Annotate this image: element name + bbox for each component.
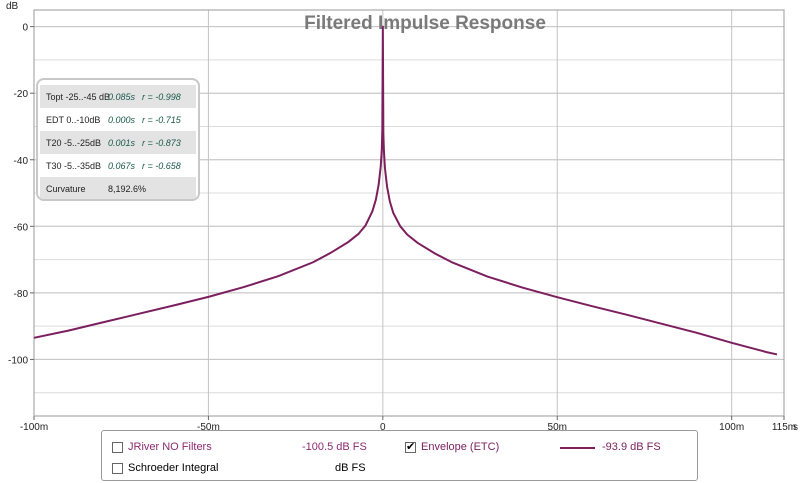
legend-value-jriver: -100.5 dB FS bbox=[302, 441, 367, 453]
series-layer bbox=[33, 25, 778, 356]
y-tick-label: -40 bbox=[14, 156, 29, 167]
legend-label: Schroeder Integral bbox=[128, 462, 219, 474]
legend-swatch-envelope bbox=[560, 447, 595, 449]
stats-r: r = -0.873 bbox=[142, 137, 181, 148]
stats-r: r = -0.998 bbox=[142, 91, 181, 102]
stats-panel: Topt -25..-45 dB 0.085s r = -0.998 EDT 0… bbox=[36, 78, 200, 201]
y-axis: 0 -20 -40 -60 -80 -100 bbox=[8, 23, 34, 366]
stats-name: EDT 0..-10dB bbox=[46, 114, 101, 125]
chart-title: Filtered Impulse Response bbox=[304, 13, 546, 34]
stats-value: 8,192.6% bbox=[108, 183, 147, 194]
y-tick-label: -100 bbox=[8, 355, 28, 366]
stats-time: 0.067s bbox=[108, 160, 136, 171]
legend: JRiver NO Filters -100.5 dB FS ✔ Envelop… bbox=[101, 430, 698, 481]
x-tick-label: 100m bbox=[719, 422, 744, 433]
stats-row-t20: T20 -5..-25dB 0.001s r = -0.873 bbox=[40, 131, 196, 154]
stats-time: 0.000s bbox=[108, 114, 136, 125]
legend-item-envelope[interactable]: ✔ Envelope (ETC) bbox=[405, 441, 499, 453]
checkbox-envelope[interactable]: ✔ bbox=[405, 440, 416, 453]
checkbox-schroeder[interactable] bbox=[112, 462, 123, 474]
series-line-envelope bbox=[33, 25, 778, 356]
check-icon: ✔ bbox=[406, 440, 416, 453]
legend-item-jriver[interactable]: JRiver NO Filters bbox=[112, 441, 212, 453]
x-tick-label: 50m bbox=[548, 422, 567, 433]
stats-time: 0.001s bbox=[108, 137, 136, 148]
x-tick-label: 115m bbox=[772, 422, 796, 433]
x-tick-label: -50m bbox=[197, 422, 220, 433]
stats-name: Curvature bbox=[46, 183, 86, 194]
stats-name: T20 -5..-25dB bbox=[46, 137, 102, 148]
stats-time: 0.085s bbox=[108, 91, 136, 102]
y-tick-label: 0 bbox=[22, 23, 28, 34]
grid bbox=[34, 10, 784, 416]
x-axis: -100m -50m 0 50m 100m 115m bbox=[20, 416, 796, 433]
y-axis-label: dB bbox=[6, 1, 19, 12]
stats-row-edt: EDT 0..-10dB 0.000s r = -0.715 bbox=[40, 108, 196, 131]
stats-r: r = -0.715 bbox=[142, 114, 181, 125]
x-tick-label: -100m bbox=[20, 422, 48, 433]
x-tick-label: 0 bbox=[380, 422, 386, 433]
legend-label: Envelope (ETC) bbox=[421, 441, 500, 453]
stats-r: r = -0.658 bbox=[142, 160, 181, 171]
checkbox-jriver[interactable] bbox=[112, 441, 123, 453]
stats-row-topt: Topt -25..-45 dB 0.085s r = -0.998 bbox=[40, 85, 196, 108]
legend-label: JRiver NO Filters bbox=[128, 441, 212, 453]
y-tick-label: -60 bbox=[14, 222, 29, 233]
legend-value-schroeder: dB FS bbox=[335, 462, 366, 474]
stats-name: T30 -5..-35dB bbox=[46, 160, 102, 171]
plot-frame bbox=[33, 9, 785, 417]
stats-name: Topt -25..-45 dB bbox=[46, 91, 111, 102]
x-axis-unit: s bbox=[793, 422, 798, 433]
y-tick-label: -80 bbox=[14, 289, 29, 300]
stats-row-t30: T30 -5..-35dB 0.067s r = -0.658 bbox=[40, 154, 196, 177]
legend-value-envelope: -93.9 dB FS bbox=[602, 441, 661, 453]
legend-item-schroeder[interactable]: Schroeder Integral bbox=[112, 462, 219, 474]
y-tick-label: -20 bbox=[14, 89, 29, 100]
stats-row-curvature: Curvature 8,192.6% bbox=[40, 177, 196, 199]
